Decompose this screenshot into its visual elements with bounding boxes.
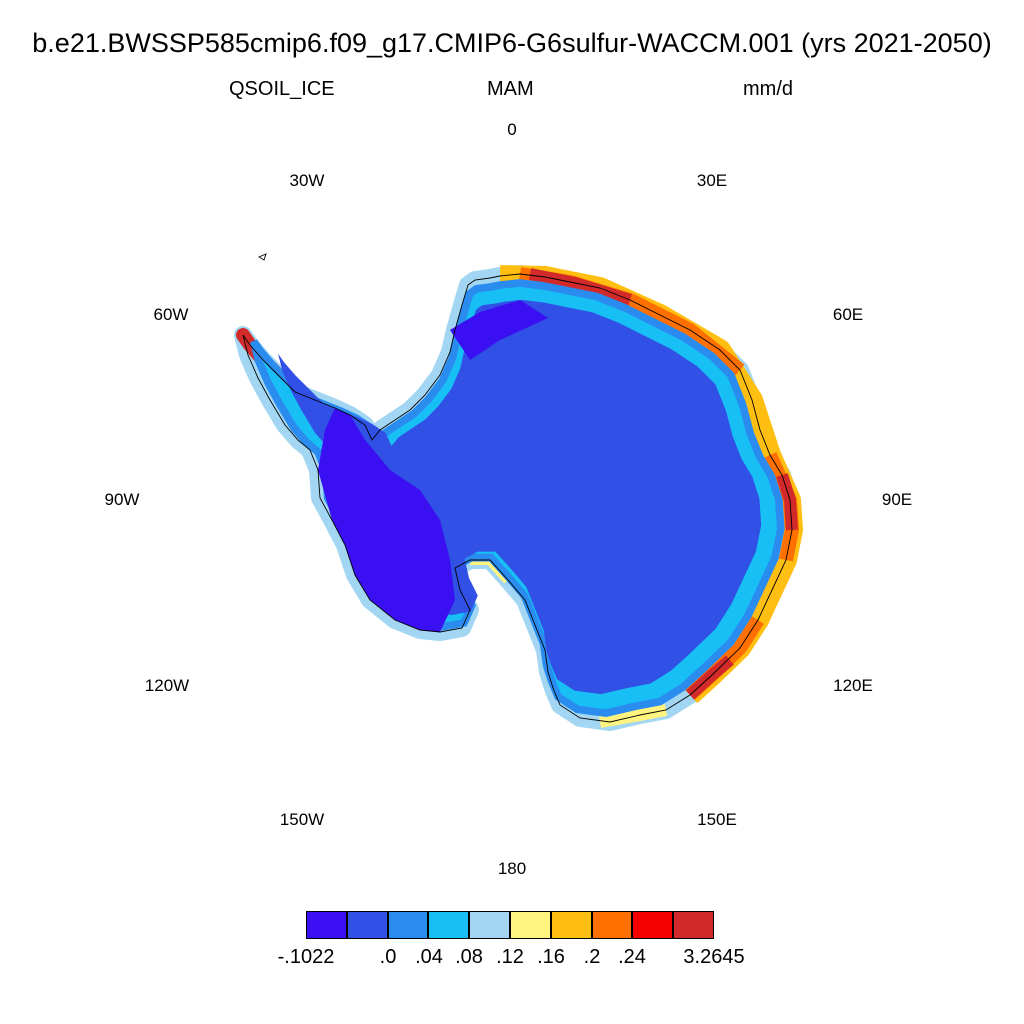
lon-label-30w: 30W xyxy=(289,171,325,190)
units-label: mm/d xyxy=(743,78,793,100)
west-antarctica-region xyxy=(318,408,455,632)
queen-maud-patch xyxy=(450,300,548,360)
colorbar-label: .04 xyxy=(415,946,443,968)
colorbar-label: -.1022 xyxy=(277,946,335,968)
lon-label-180: 180 xyxy=(497,859,527,878)
island-outline xyxy=(258,253,267,261)
colorbar-swatch xyxy=(673,911,714,939)
lon-label-60e: 60E xyxy=(832,305,864,324)
colorbar-label: .12 xyxy=(496,946,524,968)
colorbar-label: .0 xyxy=(379,946,397,968)
plot-title: b.e21.BWSSP585cmip6.f09_g17.CMIP6-G6sulf… xyxy=(32,28,992,58)
colorbar-label: 3.2645 xyxy=(683,946,745,968)
lon-label-0: 0 xyxy=(507,120,517,139)
colorbar-label: .2 xyxy=(583,946,601,968)
variable-label: QSOIL_ICE xyxy=(229,78,335,100)
season-label: MAM xyxy=(487,78,534,100)
colorbar-swatch xyxy=(510,911,551,939)
colorbar-swatch xyxy=(632,911,674,939)
colorbar-label: .08 xyxy=(455,946,483,968)
colorbar-swatch xyxy=(469,911,510,939)
lon-label-120w: 120W xyxy=(144,676,190,695)
colorbar-swatch xyxy=(387,911,429,939)
lon-label-150e: 150E xyxy=(697,810,737,829)
lon-label-30e: 30E xyxy=(696,171,728,190)
colorbar-swatch xyxy=(591,911,633,939)
colorbar-label: .16 xyxy=(537,946,565,968)
lon-label-60w: 60W xyxy=(153,305,189,324)
lon-label-120e: 120E xyxy=(833,676,873,695)
lon-label-90w: 90W xyxy=(104,490,140,509)
colorbar-swatch xyxy=(306,911,347,939)
colorbar-label: .24 xyxy=(618,946,646,968)
lon-label-90e: 90E xyxy=(881,490,913,509)
coastline xyxy=(242,273,793,723)
colorbar-swatch xyxy=(346,911,388,939)
lon-label-150w: 150W xyxy=(279,810,325,829)
east-antarctica-interior xyxy=(278,299,762,695)
colorbar-swatch xyxy=(550,911,592,939)
colorbar-swatch xyxy=(428,911,470,939)
